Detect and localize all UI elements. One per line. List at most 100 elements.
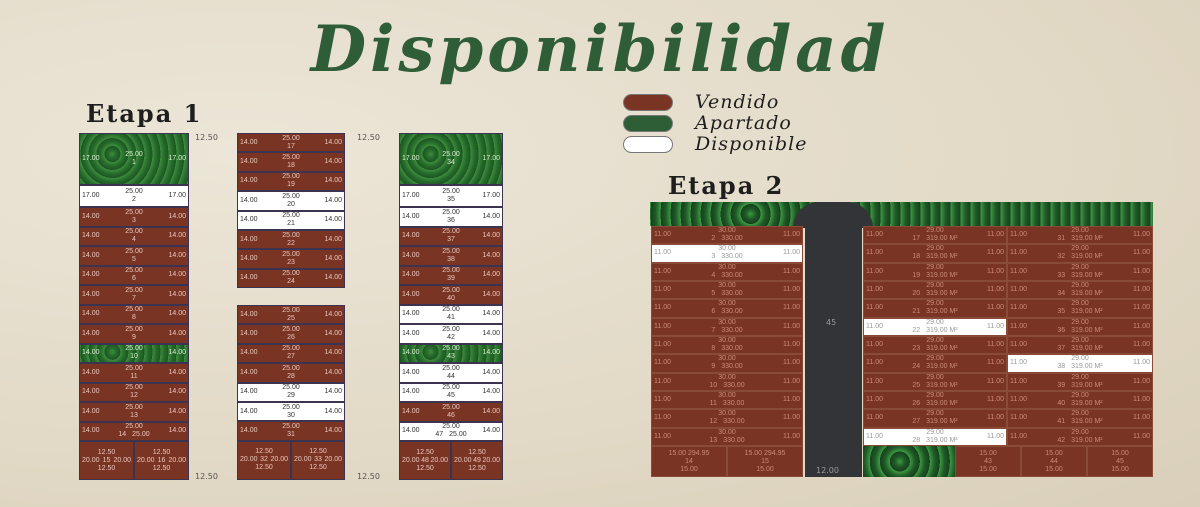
lot-33[interactable]: 20.00 12.50 33 12.50 20.00 xyxy=(291,440,345,480)
lot-15[interactable]: 20.00 12.50 15 12.50 20.00 xyxy=(79,441,134,480)
lot-top-label: 30.00 xyxy=(718,263,736,271)
lot-12[interactable]: 11.00 30.00 12 330.00 11.00 xyxy=(651,409,803,428)
lot-28[interactable]: 14.00 25.00 28 14.00 xyxy=(237,363,345,383)
lot-34[interactable]: 11.00 29.00 34 319.00 M² 11.00 xyxy=(1007,281,1153,300)
lot-11[interactable]: 11.00 30.00 11 330.00 11.00 xyxy=(651,391,803,410)
lot-42[interactable]: 11.00 29.00 42 319.00 M² 11.00 xyxy=(1007,427,1153,446)
lot-20[interactable]: 14.00 25.00 20 14.00 xyxy=(237,191,345,211)
lot-15[interactable]: 15.00 294.95 15 15.00 xyxy=(727,446,803,477)
lot-2[interactable]: 17.00 25.00 2 17.00 xyxy=(79,185,189,207)
lot-48[interactable]: 20.00 12.50 48 12.50 20.00 xyxy=(399,441,451,480)
lot-4[interactable]: 11.00 30.00 4 330.00 11.00 xyxy=(651,262,803,281)
lot-10[interactable]: 14.00 25.00 10 14.00 xyxy=(79,343,189,363)
lot-8[interactable]: 14.00 25.00 8 14.00 xyxy=(79,304,189,324)
lot-7[interactable]: 14.00 25.00 7 14.00 xyxy=(79,285,189,305)
lot-3[interactable]: 11.00 30.00 3 330.00 11.00 xyxy=(651,244,803,263)
lot-18[interactable]: 11.00 29.00 18 319.00 M² 11.00 xyxy=(863,244,1007,263)
lot-26[interactable]: 14.00 25.00 26 14.00 xyxy=(237,324,345,344)
lot-side-label: 14.00 xyxy=(82,251,100,259)
lot-45[interactable]: 14.00 25.00 45 14.00 xyxy=(399,382,503,402)
lot-27[interactable]: 14.00 25.00 27 14.00 xyxy=(237,343,345,364)
lot-6[interactable]: 11.00 30.00 6 330.00 11.00 xyxy=(651,299,803,318)
lot-top-label: 25.00 xyxy=(442,151,460,158)
lot-7[interactable]: 11.00 30.00 7 330.00 11.00 xyxy=(651,317,803,336)
lot-5[interactable]: 14.00 25.00 5 14.00 xyxy=(79,246,189,266)
lot-24[interactable]: 11.00 29.00 24 319.00 M² 11.00 xyxy=(863,354,1007,373)
lot-41[interactable]: 14.00 25.00 41 14.00 xyxy=(399,304,503,324)
lot-26[interactable]: 11.00 29.00 26 319.00 M² 11.00 xyxy=(863,391,1007,410)
lot-23[interactable]: 14.00 25.00 23 14.00 xyxy=(237,249,345,269)
lot-2[interactable]: 11.00 30.00 2 330.00 11.00 xyxy=(651,226,803,245)
lot-5[interactable]: 11.00 30.00 5 330.00 11.00 xyxy=(651,281,803,300)
lot-40[interactable]: 14.00 25.00 40 14.00 xyxy=(399,285,503,305)
lot-side-label: 20.00 xyxy=(402,456,420,464)
lot-6[interactable]: 14.00 25.00 6 14.00 xyxy=(79,265,189,285)
lot-32[interactable]: 20.00 12.50 32 12.50 20.00 xyxy=(237,440,291,480)
lot-49[interactable]: 20.00 12.50 49 12.50 20.00 xyxy=(451,441,503,480)
lot-39[interactable]: 14.00 25.00 39 14.00 xyxy=(399,265,503,285)
lot-17[interactable]: 11.00 29.00 17 319.00 M² 11.00 xyxy=(863,226,1007,245)
lot-13[interactable]: 14.00 25.00 13 14.00 xyxy=(79,402,189,422)
lot-14[interactable]: 14.00 25.00 14 25.00 14.00 xyxy=(79,421,189,441)
lot-31[interactable]: 14.00 25.00 31 14.00 xyxy=(237,421,345,441)
lot-11[interactable]: 14.00 25.00 11 14.00 xyxy=(79,363,189,383)
lot-21[interactable]: 14.00 25.00 21 14.00 xyxy=(237,210,345,230)
lot-31[interactable]: 11.00 29.00 31 319.00 M² 11.00 xyxy=(1007,226,1153,245)
lot-43[interactable]: 14.00 25.00 43 14.00 xyxy=(399,343,503,363)
lot-14[interactable]: 15.00 294.95 14 15.00 xyxy=(651,446,727,477)
lot-29[interactable]: 14.00 25.00 29 14.00 xyxy=(237,382,345,402)
lot-28[interactable]: 11.00 29.00 28 319.00 M² 11.00 xyxy=(863,427,1007,446)
lot-1[interactable]: 17.00 25.00 1 17.00 xyxy=(79,133,189,185)
lot-44[interactable]: 14.00 25.00 44 14.00 xyxy=(399,363,503,383)
lot-8[interactable]: 11.00 30.00 8 330.00 11.00 xyxy=(651,336,803,355)
lot-42[interactable]: 14.00 25.00 42 14.00 xyxy=(399,324,503,344)
lot-22[interactable]: 14.00 25.00 22 14.00 xyxy=(237,230,345,250)
lot-20[interactable]: 11.00 29.00 20 319.00 M² 11.00 xyxy=(863,281,1007,300)
lot-40[interactable]: 11.00 29.00 40 319.00 M² 11.00 xyxy=(1007,391,1153,410)
lot-19[interactable]: 11.00 29.00 19 319.00 M² 11.00 xyxy=(863,262,1007,281)
lot-4[interactable]: 14.00 25.00 4 14.00 xyxy=(79,226,189,246)
lot-number-line: 37 319.00 M² xyxy=(1057,345,1102,353)
lot-35[interactable]: 11.00 29.00 35 319.00 M² 11.00 xyxy=(1007,299,1153,318)
lot-10[interactable]: 11.00 30.00 10 330.00 11.00 xyxy=(651,372,803,391)
lot-45[interactable]: 15.00 45 15.00 xyxy=(1087,446,1153,477)
lot-37[interactable]: 14.00 25.00 37 14.00 xyxy=(399,226,503,246)
lot-25[interactable]: 14.00 25.00 25 14.00 xyxy=(237,305,345,325)
lot-19[interactable]: 14.00 25.00 19 14.00 xyxy=(237,171,345,192)
lot-27[interactable]: 11.00 29.00 27 319.00 M² 11.00 xyxy=(863,409,1007,428)
lot-36[interactable]: 11.00 29.00 36 319.00 M² 11.00 xyxy=(1007,317,1153,336)
lot-9[interactable]: 11.00 30.00 9 330.00 11.00 xyxy=(651,354,803,373)
lot-32[interactable]: 11.00 29.00 32 319.00 M² 11.00 xyxy=(1007,244,1153,263)
lot-47[interactable]: 14.00 25.00 47 25.00 14.00 xyxy=(399,421,503,441)
lot-30[interactable]: 14.00 25.00 30 14.00 xyxy=(237,402,345,422)
lot-33[interactable]: 11.00 29.00 33 319.00 M² 11.00 xyxy=(1007,262,1153,281)
lot-bottom-label: 15.00 xyxy=(1111,465,1129,473)
lot-25[interactable]: 11.00 29.00 25 319.00 M² 11.00 xyxy=(863,372,1007,391)
lot-22[interactable]: 11.00 29.00 22 319.00 M² 11.00 xyxy=(863,317,1007,336)
lot-16[interactable]: 20.00 12.50 16 12.50 20.00 xyxy=(134,441,189,480)
lot-extra-label: 319.00 M² xyxy=(926,418,958,426)
lot-23[interactable]: 11.00 29.00 23 319.00 M² 11.00 xyxy=(863,336,1007,355)
lot-37[interactable]: 11.00 29.00 37 319.00 M² 11.00 xyxy=(1007,336,1153,355)
lot-side-label: 14.00 xyxy=(240,158,258,166)
lot-12[interactable]: 14.00 25.00 12 14.00 xyxy=(79,382,189,402)
lot-44[interactable]: 15.00 44 15.00 xyxy=(1021,446,1087,477)
lot-21[interactable]: 11.00 29.00 21 319.00 M² 11.00 xyxy=(863,299,1007,318)
lot-36[interactable]: 14.00 25.00 36 14.00 xyxy=(399,207,503,227)
lot-side-label: 14.00 xyxy=(402,212,420,220)
lot-39[interactable]: 11.00 29.00 39 319.00 M² 11.00 xyxy=(1007,372,1153,391)
lot-38[interactable]: 14.00 25.00 38 14.00 xyxy=(399,246,503,266)
lot-35[interactable]: 17.00 25.00 35 17.00 xyxy=(399,185,503,207)
lot-side-label: 14.00 xyxy=(324,235,342,243)
lot-43[interactable]: 15.00 43 15.00 xyxy=(955,446,1021,477)
lot-41[interactable]: 11.00 29.00 41 319.00 M² 11.00 xyxy=(1007,409,1153,428)
lot-46[interactable]: 14.00 25.00 46 14.00 xyxy=(399,402,503,422)
lot-24[interactable]: 14.00 25.00 24 14.00 xyxy=(237,268,345,289)
lot-38[interactable]: 11.00 29.00 38 319.00 M² 11.00 xyxy=(1007,354,1153,373)
lot-3[interactable]: 14.00 25.00 3 14.00 xyxy=(79,207,189,227)
lot-13[interactable]: 11.00 30.00 13 330.00 11.00 xyxy=(651,427,803,446)
lot-34[interactable]: 17.00 25.00 34 17.00 xyxy=(399,133,503,185)
lot-17[interactable]: 14.00 25.00 17 14.00 xyxy=(237,133,345,153)
lot-9[interactable]: 14.00 25.00 9 14.00 xyxy=(79,324,189,344)
lot-18[interactable]: 14.00 25.00 18 14.00 xyxy=(237,152,345,172)
